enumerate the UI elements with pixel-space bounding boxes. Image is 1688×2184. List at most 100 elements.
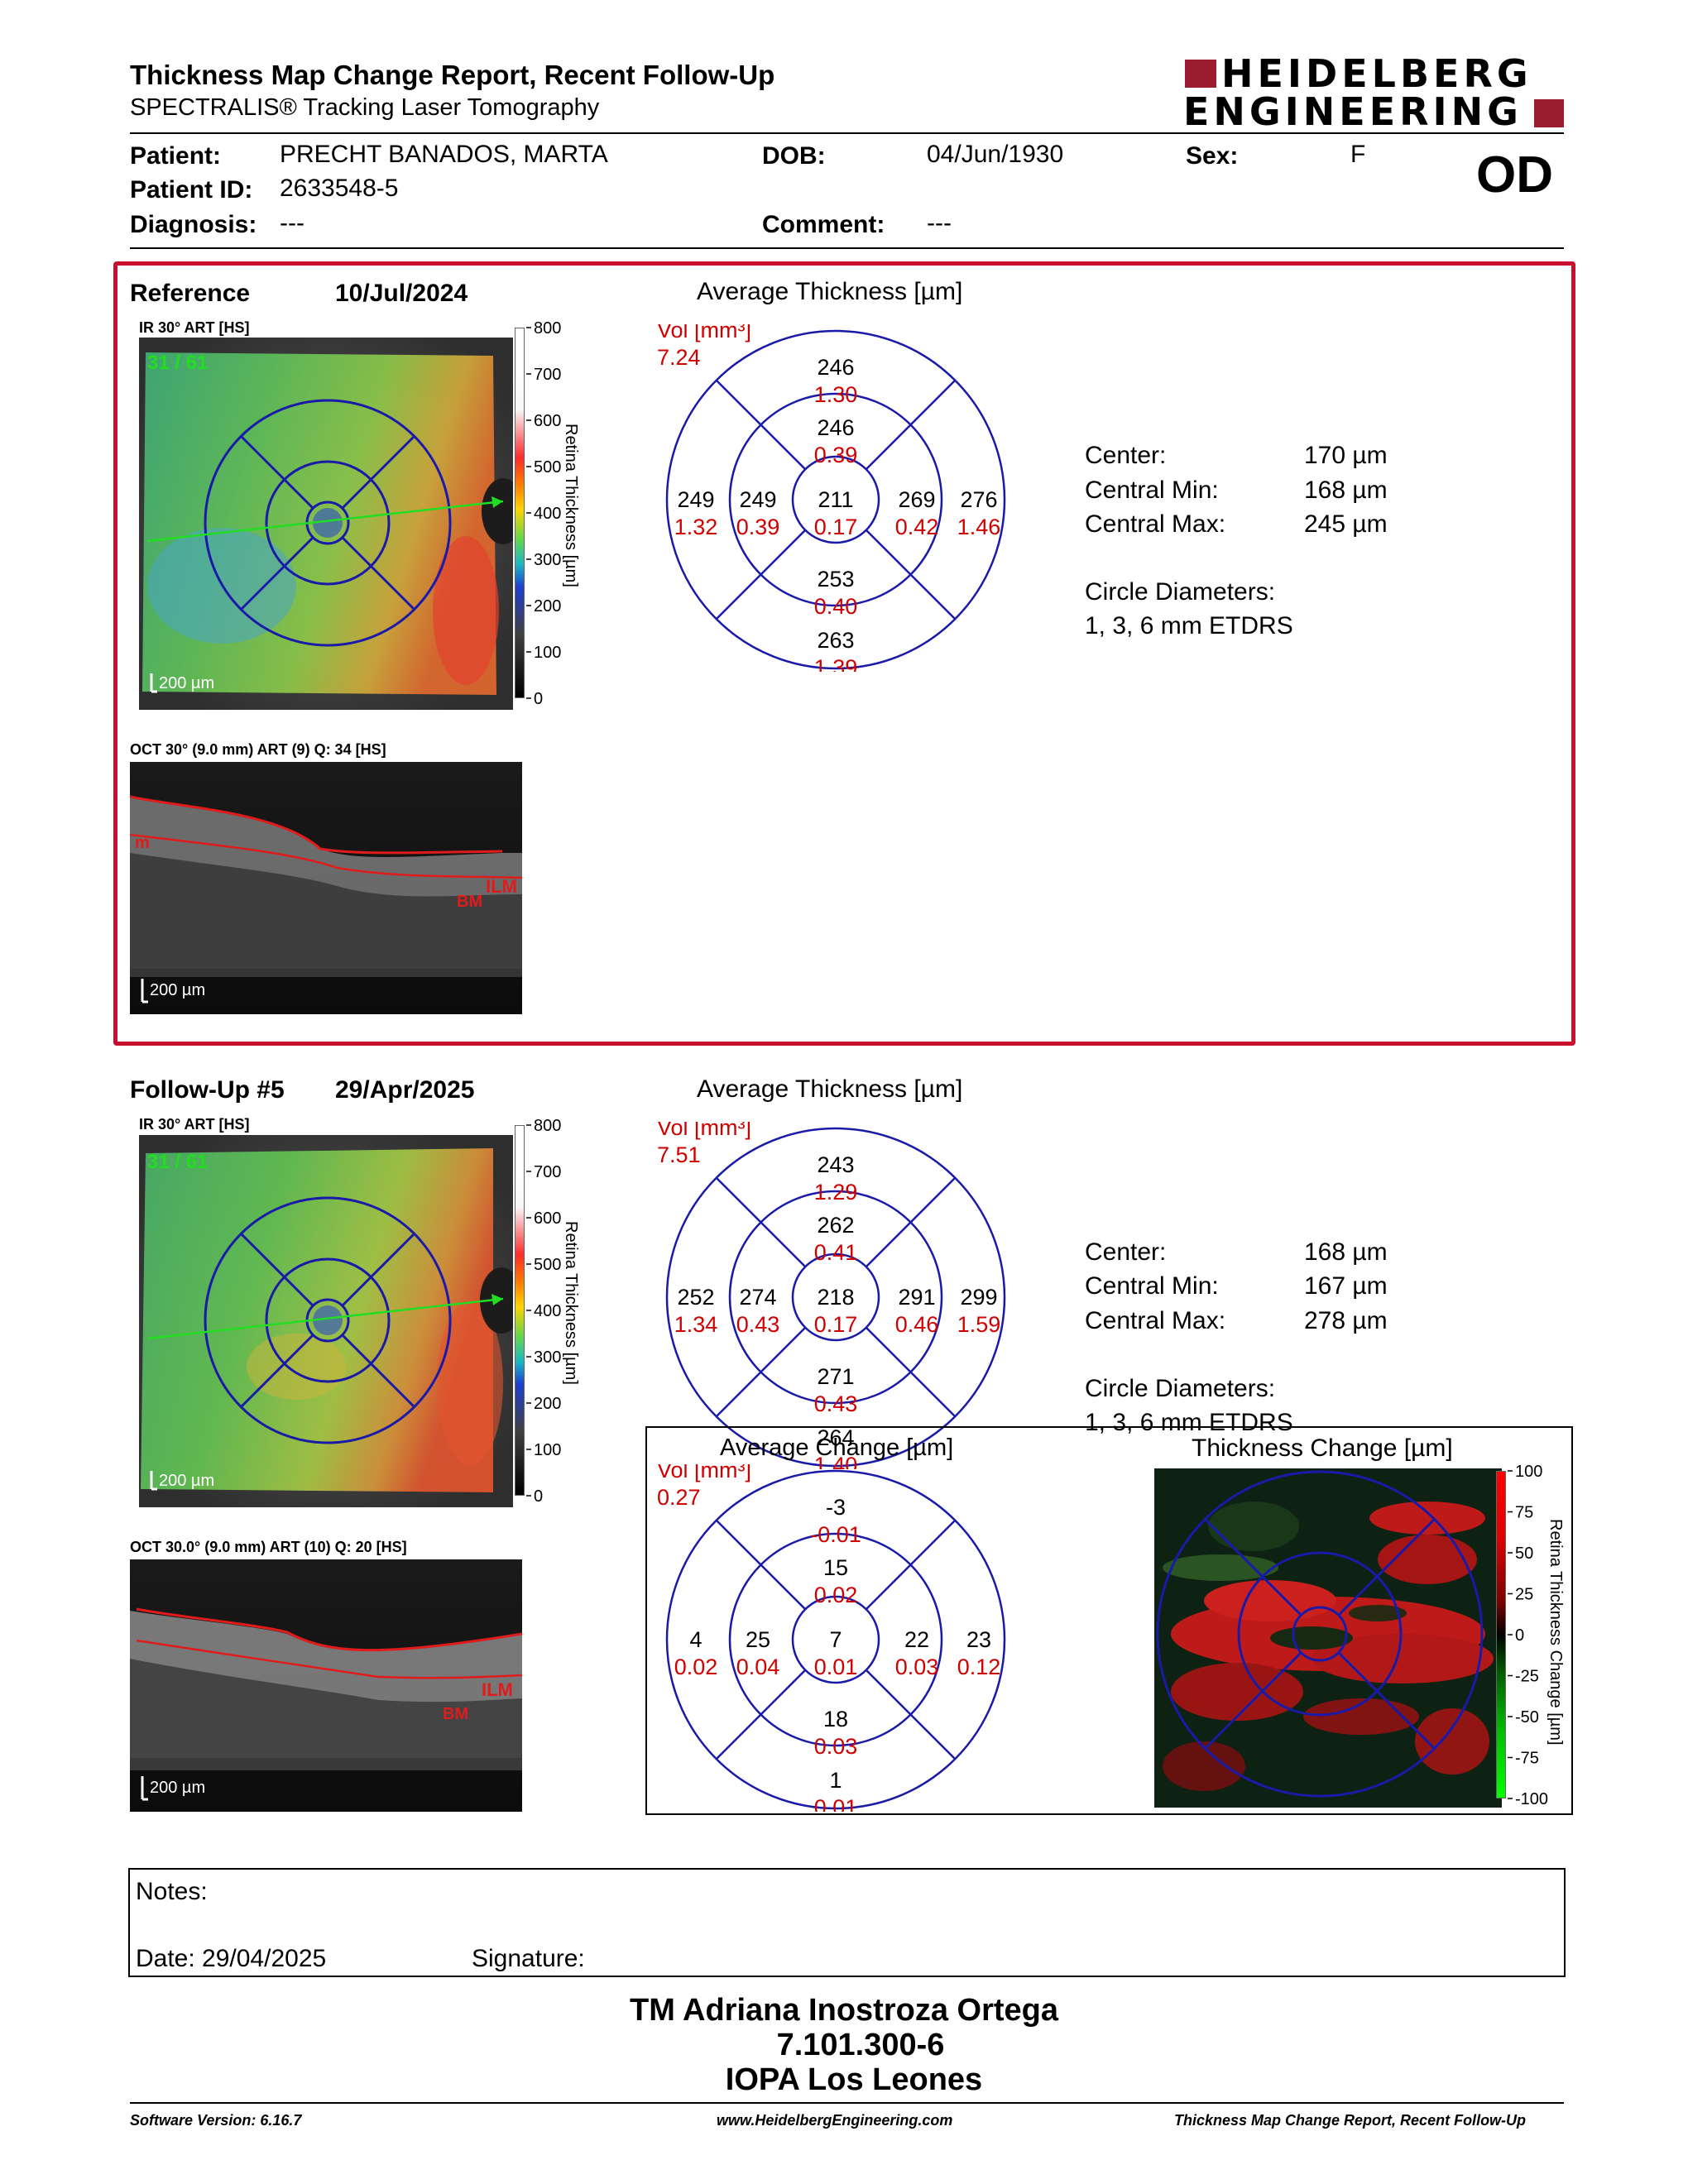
middle-ring	[728, 392, 943, 607]
reference-nas-inner-volume: 0.42	[895, 515, 939, 539]
followup-temp-inner-thickness: 274	[739, 1285, 776, 1310]
ref-thickness-map: 31 / 61 200 µm	[139, 338, 513, 710]
fovea	[313, 508, 343, 538]
followup-sup-outer-volume: 1.29	[814, 1180, 858, 1205]
fu-max-value: 278 µm	[1304, 1307, 1388, 1334]
change-sup-outer-volume: -0.01	[810, 1522, 861, 1547]
colorbar-tick-label: 0	[534, 1487, 543, 1506]
colorbar-tick-label: 0	[1515, 1626, 1524, 1645]
sector-divider	[865, 1326, 957, 1418]
followup-temp-outer-thickness: 252	[677, 1285, 714, 1310]
sector-divider	[715, 1669, 807, 1760]
change-map-title: Thickness Change [µm]	[1192, 1434, 1453, 1462]
bm-line	[130, 833, 522, 879]
colorbar-tick-label: 50	[1515, 1545, 1533, 1563]
fu-oct-scan: ILM BM 200 µm	[130, 1559, 522, 1812]
colorbar-tick-label: 25	[1515, 1586, 1533, 1604]
fu-center-label: Center:	[1085, 1238, 1167, 1266]
notes-box[interactable]	[128, 1868, 1566, 1977]
fu-oct-bm-label: BM	[443, 1705, 468, 1723]
change-map	[1154, 1468, 1502, 1808]
ref-circle-value: 1, 3, 6 mm ETDRS	[1085, 612, 1293, 639]
ilm-line	[136, 1607, 522, 1652]
followup-nas-inner-thickness: 291	[898, 1285, 935, 1310]
reference-sup-outer-thickness: 246	[817, 355, 854, 380]
ref-oct-bm-label: BM	[457, 893, 482, 911]
change-sup-inner-thickness: 15	[823, 1555, 848, 1580]
followup-nas-inner-volume: 0.46	[895, 1312, 939, 1337]
followup-label: Follow-Up #5	[130, 1076, 285, 1104]
footer-website[interactable]: www.HeidelbergEngineering.com	[717, 2112, 953, 2129]
choroid	[130, 853, 522, 977]
middle-ring	[728, 1532, 943, 1747]
colorbar-tick-label: 700	[534, 1163, 561, 1181]
ref-colorbar	[515, 328, 525, 698]
etdrs-grid	[1156, 1470, 1484, 1798]
change-nas-inner-thickness: 22	[904, 1627, 929, 1652]
fu-max-label: Central Max:	[1085, 1307, 1226, 1334]
ref-ir-scale: 200 µm	[159, 674, 214, 692]
report-subtitle: SPECTRALIS® Tracking Laser Tomography	[130, 94, 600, 121]
comment-label: Comment:	[762, 211, 885, 238]
colorbar-tick-label: 100	[1515, 1463, 1542, 1481]
fu-ir-label: IR 30° ART [HS]	[139, 1116, 250, 1133]
colorbar-tick-label: 100	[534, 1441, 561, 1459]
reference-nas-outer-thickness: 276	[960, 487, 997, 512]
footer-report-name: Thickness Map Change Report, Recent Foll…	[1174, 2112, 1527, 2129]
diagnosis-label: Diagnosis:	[130, 211, 257, 238]
followup-center-volume: 0.17	[814, 1312, 858, 1337]
followup-vol-value: 7.51	[657, 1142, 701, 1167]
colorbar-tick-label: 100	[534, 644, 561, 662]
change-temp-inner-volume: 0.04	[736, 1655, 780, 1679]
center-ring	[791, 455, 880, 544]
reference-date: 10/Jul/2024	[335, 280, 468, 307]
change-vol-label: Vol [mm³]	[657, 1464, 751, 1482]
brand-logo: HEIDELBERG ENGINEERING	[1183, 51, 1564, 134]
fu-circle-value: 1, 3, 6 mm ETDRS	[1085, 1409, 1293, 1436]
center-ring	[791, 1595, 880, 1684]
change-sup-outer-thickness: -3	[826, 1495, 846, 1520]
reference-sup-inner-thickness: 246	[817, 415, 854, 440]
fu-oct-ilm-label: ILM	[482, 1679, 513, 1700]
dob-value: 04/Jun/1930	[927, 141, 1064, 168]
sex-value: F	[1350, 141, 1366, 168]
outer-ring	[665, 1469, 1006, 1810]
logo-block-top	[1185, 60, 1216, 88]
reference-sup-inner-volume: 0.39	[814, 443, 858, 467]
scan-line	[146, 500, 504, 543]
colorbar-tick-label: 600	[534, 1209, 561, 1228]
ref-center-label: Center:	[1085, 442, 1167, 469]
dob-label: DOB:	[762, 142, 826, 170]
reference-nas-outer-volume: 1.46	[957, 515, 1001, 539]
sector-divider	[865, 379, 957, 471]
fu-colorbar-ticks: 800 700 600 500 400 300 200 100 0 Retina Thickne…	[526, 1117, 580, 1506]
followup-temp-outer-volume: 1.34	[674, 1312, 718, 1337]
change-colorbar-axis-label: Retina Thickness Change [µm]	[1547, 1519, 1565, 1746]
change-vol-value: 0.27	[657, 1485, 701, 1510]
patient-name: PRECHT BANADOS, MARTA	[280, 141, 608, 168]
notes-date: Date: 29/04/2025	[136, 1945, 327, 1972]
change-box	[645, 1426, 1573, 1815]
signature-institution: IOPA Los Leones	[725, 2062, 983, 2097]
change-temp-inner-thickness: 25	[746, 1627, 770, 1652]
optic-disc	[482, 478, 513, 544]
fu-colorbar	[515, 1125, 525, 1496]
sector-divider	[715, 1176, 807, 1268]
center-ring	[791, 1252, 880, 1342]
notes-signature: Signature:	[472, 1945, 585, 1972]
fu-oct-scale: 200 µm	[150, 1779, 205, 1797]
etdrs-grid	[204, 1196, 452, 1444]
change-etdrs-chart: Vol [mm³] 0.27 -3-0.01 15 0.02 4 0.02 25 0.04 7 0.…	[657, 1464, 1006, 1812]
etdrs-grid	[665, 1127, 1006, 1468]
colorbar-tick-label: 300	[534, 551, 561, 569]
ilm-line	[130, 795, 503, 855]
reference-center-thickness: 211	[818, 487, 853, 512]
reference-temp-inner-volume: 0.39	[736, 515, 780, 539]
colorbar-tick-label: -75	[1515, 1750, 1539, 1768]
change-nas-outer-volume: 0.12	[957, 1655, 1001, 1679]
change-center-thickness: 7	[829, 1627, 842, 1652]
change-temp-outer-thickness: 4	[689, 1627, 702, 1652]
middle-ring	[728, 1190, 943, 1405]
choroid	[130, 1659, 522, 1770]
followup-center-thickness: 218	[817, 1285, 854, 1310]
